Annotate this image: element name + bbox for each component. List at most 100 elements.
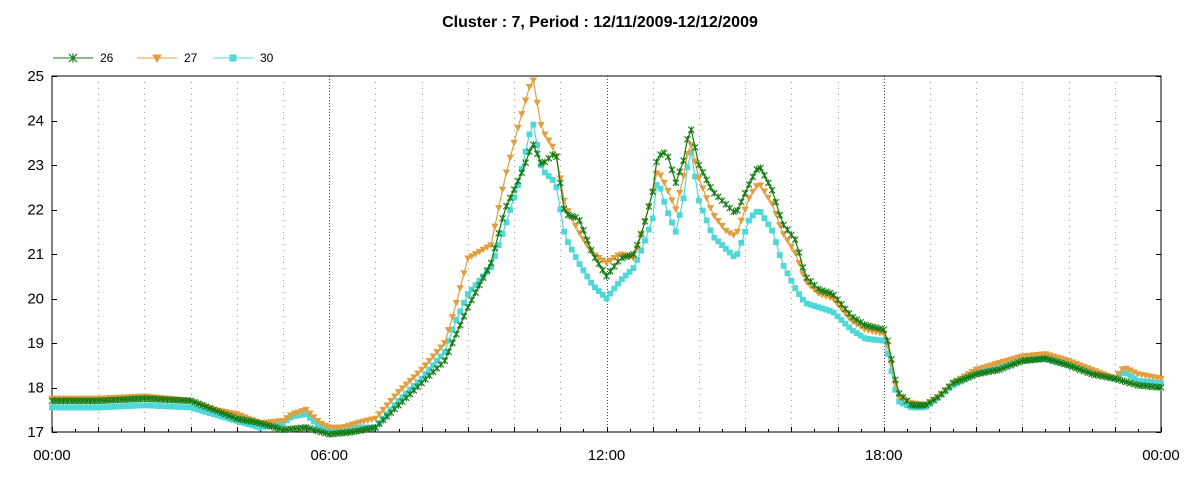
data-point	[669, 219, 675, 226]
data-point	[1069, 363, 1076, 371]
data-point	[784, 226, 791, 234]
data-point	[761, 215, 768, 222]
data-point	[676, 168, 684, 176]
data-point	[965, 373, 972, 381]
data-point	[776, 211, 784, 219]
data-point	[302, 424, 310, 432]
legend-item-26: 26	[52, 50, 113, 66]
data-point	[745, 195, 753, 202]
data-point	[672, 206, 680, 214]
data-point	[649, 215, 656, 222]
data-point	[441, 357, 449, 365]
data-point	[737, 198, 745, 206]
data-point	[602, 260, 611, 267]
data-point	[576, 261, 583, 268]
data-point	[749, 212, 756, 219]
data-point	[229, 413, 237, 421]
data-point	[556, 179, 564, 187]
data-point	[218, 409, 225, 417]
data-point	[757, 164, 764, 172]
data-point	[783, 237, 792, 245]
data-point	[425, 357, 434, 365]
data-point	[541, 169, 548, 176]
data-point	[853, 316, 861, 324]
data-point	[746, 217, 752, 224]
data-point	[707, 183, 714, 191]
data-point	[953, 378, 961, 386]
data-point	[726, 249, 733, 256]
data-point	[738, 239, 745, 246]
data-point	[560, 205, 568, 213]
data-point	[876, 325, 884, 333]
data-point	[679, 173, 688, 180]
data-point	[545, 173, 552, 180]
data-point	[1061, 360, 1069, 368]
data-point	[615, 280, 621, 287]
data-point	[814, 285, 822, 293]
data-point	[514, 177, 522, 185]
data-point	[360, 418, 368, 426]
data-point	[398, 385, 407, 392]
data-point	[1045, 356, 1053, 364]
data-point	[1003, 357, 1011, 365]
data-point	[556, 175, 565, 182]
data-point	[290, 410, 299, 418]
plot-area	[51, 75, 1162, 433]
data-point	[695, 175, 703, 182]
data-point	[553, 153, 560, 161]
grid-lines	[98, 76, 1116, 432]
data-point	[718, 222, 726, 230]
data-point	[976, 365, 984, 373]
data-point	[468, 286, 475, 293]
data-point	[699, 168, 707, 176]
data-point	[657, 185, 664, 192]
data-point	[441, 348, 448, 355]
data-point	[830, 291, 838, 299]
data-point	[638, 247, 645, 254]
data-point	[1014, 354, 1023, 362]
data-point	[306, 410, 314, 418]
data-point	[1111, 375, 1119, 383]
data-point	[472, 289, 479, 297]
data-point	[479, 274, 487, 282]
data-point	[861, 321, 868, 329]
data-point	[637, 230, 645, 238]
data-point	[206, 404, 214, 412]
data-point	[461, 299, 467, 306]
data-point	[1015, 358, 1022, 366]
data-point	[187, 397, 195, 405]
data-point	[529, 77, 538, 85]
data-point	[680, 157, 687, 165]
data-point	[710, 213, 719, 220]
chart-title: Cluster : 7, Period : 12/11/2009-12/12/2…	[442, 14, 758, 31]
data-point	[642, 237, 648, 244]
data-point	[672, 179, 680, 187]
data-point	[367, 416, 376, 424]
data-point	[433, 349, 441, 356]
data-point	[687, 126, 695, 134]
data-point	[961, 375, 969, 383]
data-point	[522, 148, 529, 155]
data-point	[745, 181, 753, 189]
data-point	[922, 401, 930, 409]
data-point	[491, 244, 499, 252]
data-point	[715, 238, 722, 245]
data-point	[753, 165, 761, 173]
data-point	[733, 228, 742, 236]
legend-label-27: 27	[184, 51, 198, 65]
data-point	[741, 206, 749, 214]
data-point	[548, 143, 557, 151]
y-tick-label: 20	[27, 291, 44, 308]
data-point	[494, 205, 503, 212]
data-point	[1065, 361, 1072, 369]
data-point	[714, 217, 722, 225]
data-point	[999, 364, 1007, 372]
data-point	[202, 403, 210, 411]
data-point	[502, 202, 510, 210]
data-point	[1010, 355, 1019, 363]
data-point	[730, 208, 737, 216]
data-point	[999, 359, 1007, 366]
data-point	[506, 154, 514, 162]
data-point	[668, 197, 676, 204]
y-tick-label: 19	[27, 335, 44, 352]
